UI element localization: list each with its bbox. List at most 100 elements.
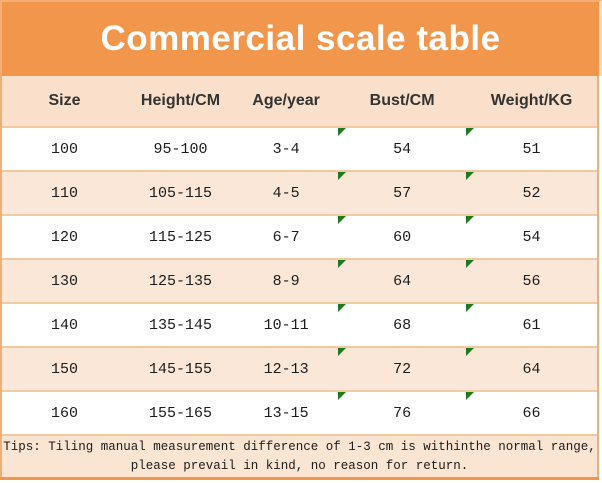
table-cell: 4-5 bbox=[234, 172, 338, 214]
cell-corner-marker-icon bbox=[466, 128, 475, 136]
bottom-gap bbox=[0, 480, 602, 483]
table-row: 100 95-100 3-4 54 51 bbox=[2, 128, 597, 172]
table-cell: 120 bbox=[2, 216, 127, 258]
size-table: Size Height/CM Age/year Bust/CM Weight/K… bbox=[0, 76, 599, 477]
cell-value: 13-15 bbox=[263, 404, 309, 422]
table-row: 130 125-135 8-9 64 56 bbox=[2, 260, 597, 304]
cell-value: 125-135 bbox=[148, 272, 212, 290]
cell-value: 57 bbox=[393, 184, 412, 202]
table-cell: 130 bbox=[2, 260, 127, 302]
table-cell: 56 bbox=[466, 260, 597, 302]
table-cell: 12-13 bbox=[234, 348, 338, 390]
table-cell: 95-100 bbox=[127, 128, 234, 170]
cell-value: 54 bbox=[522, 228, 541, 246]
cell-corner-marker-icon bbox=[338, 304, 347, 312]
cell-corner-marker-icon bbox=[338, 392, 347, 400]
table-cell: 52 bbox=[466, 172, 597, 214]
cell-value: 105-115 bbox=[148, 184, 212, 202]
cell-value: 12-13 bbox=[263, 360, 309, 378]
table-cell: 68 bbox=[338, 304, 466, 346]
table-cell: 110 bbox=[2, 172, 127, 214]
cell-value: 135-145 bbox=[148, 316, 212, 334]
tips-line-1: Tips: Tiling manual measurement differen… bbox=[3, 439, 596, 454]
table-row: 160 155-165 13-15 76 66 bbox=[2, 392, 597, 436]
table-row: 140 135-145 10-11 68 61 bbox=[2, 304, 597, 348]
cell-value: 150 bbox=[50, 360, 78, 378]
table-cell: 6-7 bbox=[234, 216, 338, 258]
table-cell: 13-15 bbox=[234, 392, 338, 434]
table-cell: 160 bbox=[2, 392, 127, 434]
table-body: 100 95-100 3-4 54 51 110 105-115 4-5 57 52 120 115-… bbox=[2, 128, 597, 436]
table-cell: 54 bbox=[338, 128, 466, 170]
table-cell: 155-165 bbox=[127, 392, 234, 434]
cell-value: 110 bbox=[50, 184, 78, 202]
table-cell: 57 bbox=[338, 172, 466, 214]
cell-value: 68 bbox=[393, 316, 412, 334]
table-header-row: Size Height/CM Age/year Bust/CM Weight/K… bbox=[2, 76, 597, 128]
column-header-age: Age/year bbox=[252, 92, 320, 109]
cell-corner-marker-icon bbox=[338, 260, 347, 268]
cell-value: 64 bbox=[522, 360, 541, 378]
table-cell: 60 bbox=[338, 216, 466, 258]
table-cell: 10-11 bbox=[234, 304, 338, 346]
table-row: 120 115-125 6-7 60 54 bbox=[2, 216, 597, 260]
cell-corner-marker-icon bbox=[338, 348, 347, 356]
table-row: 150 145-155 12-13 72 64 bbox=[2, 348, 597, 392]
column-header-weight: Weight/KG bbox=[490, 92, 573, 109]
cell-corner-marker-icon bbox=[338, 128, 347, 136]
cell-value: 66 bbox=[522, 404, 541, 422]
cell-value: 100 bbox=[50, 140, 78, 158]
table-cell: 150 bbox=[2, 348, 127, 390]
cell-value: 52 bbox=[522, 184, 541, 202]
cell-value: 130 bbox=[50, 272, 78, 290]
cell-value: 115-125 bbox=[148, 228, 212, 246]
table-cell: 76 bbox=[338, 392, 466, 434]
cell-value: 64 bbox=[393, 272, 412, 290]
table-cell: 64 bbox=[466, 348, 597, 390]
table-cell: 54 bbox=[466, 216, 597, 258]
cell-value: 95-100 bbox=[153, 140, 208, 158]
table-cell: 135-145 bbox=[127, 304, 234, 346]
cell-value: 76 bbox=[393, 404, 412, 422]
cell-corner-marker-icon bbox=[466, 304, 475, 312]
cell-value: 72 bbox=[393, 360, 412, 378]
cell-value: 60 bbox=[393, 228, 412, 246]
table-cell: 72 bbox=[338, 348, 466, 390]
table-cell: 51 bbox=[466, 128, 597, 170]
cell-value: 140 bbox=[50, 316, 78, 334]
column-header-size: Size bbox=[48, 92, 81, 109]
cell-value: 120 bbox=[50, 228, 78, 246]
cell-value: 51 bbox=[522, 140, 541, 158]
table-cell: 145-155 bbox=[127, 348, 234, 390]
cell-value: 3-4 bbox=[272, 140, 300, 158]
cell-corner-marker-icon bbox=[338, 172, 347, 180]
cell-corner-marker-icon bbox=[466, 260, 475, 268]
bottom-border-strip bbox=[0, 477, 599, 480]
cell-corner-marker-icon bbox=[338, 216, 347, 224]
cell-corner-marker-icon bbox=[466, 172, 475, 180]
cell-value: 6-7 bbox=[272, 228, 300, 246]
tips-line-2: please prevail in kind, no reason for re… bbox=[130, 458, 469, 473]
cell-value: 145-155 bbox=[148, 360, 212, 378]
cell-value: 56 bbox=[522, 272, 541, 290]
table-cell: 100 bbox=[2, 128, 127, 170]
table-cell: 125-135 bbox=[127, 260, 234, 302]
table-cell: 140 bbox=[2, 304, 127, 346]
table-cell: 115-125 bbox=[127, 216, 234, 258]
table-cell: 66 bbox=[466, 392, 597, 434]
column-header-bust: Bust/CM bbox=[369, 92, 435, 109]
tips-note: Tips: Tiling manual measurement differen… bbox=[2, 436, 597, 477]
table-cell: 3-4 bbox=[234, 128, 338, 170]
cell-corner-marker-icon bbox=[466, 348, 475, 356]
table-cell: 105-115 bbox=[127, 172, 234, 214]
table-cell: 8-9 bbox=[234, 260, 338, 302]
cell-value: 160 bbox=[50, 404, 78, 422]
table-cell: 64 bbox=[338, 260, 466, 302]
cell-value: 8-9 bbox=[272, 272, 300, 290]
cell-value: 54 bbox=[393, 140, 412, 158]
table-cell: 61 bbox=[466, 304, 597, 346]
column-header-height: Height/CM bbox=[140, 92, 221, 109]
cell-corner-marker-icon bbox=[466, 392, 475, 400]
cell-value: 4-5 bbox=[272, 184, 300, 202]
